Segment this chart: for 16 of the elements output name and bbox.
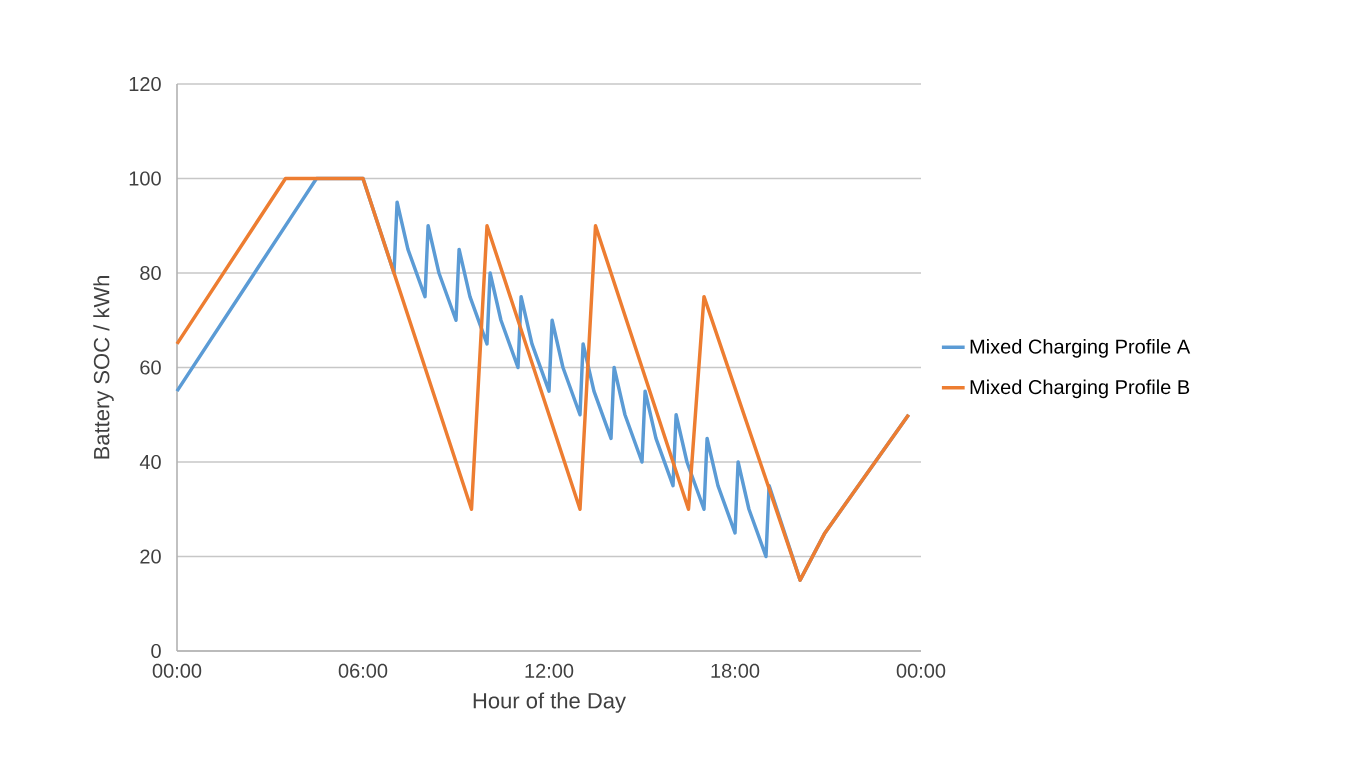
- legend-label: Mixed Charging Profile A: [970, 339, 1191, 358]
- x-tick-label: 06:00: [338, 663, 388, 678]
- y-axis-title: Battery SOC / kWh: [93, 276, 114, 459]
- legend-label: Mixed Charging Profile B: [970, 379, 1190, 399]
- y-tick-label: 0: [151, 643, 161, 659]
- y-tick-label: 40: [139, 454, 161, 470]
- y-tick-label: 60: [140, 360, 161, 375]
- y-tick-label: 100: [129, 171, 161, 186]
- x-axis-title: Hour of the Day: [473, 692, 626, 713]
- y-tick-label: 20: [140, 549, 161, 564]
- x-tick-label: 12:00: [525, 663, 574, 678]
- y-tick-label: 120: [129, 76, 161, 92]
- x-tick-label: 00:00: [152, 663, 202, 678]
- x-tick-label: 00:00: [896, 663, 946, 678]
- x-tick-label: 18:00: [711, 663, 760, 678]
- y-tick-label: 80: [140, 265, 161, 281]
